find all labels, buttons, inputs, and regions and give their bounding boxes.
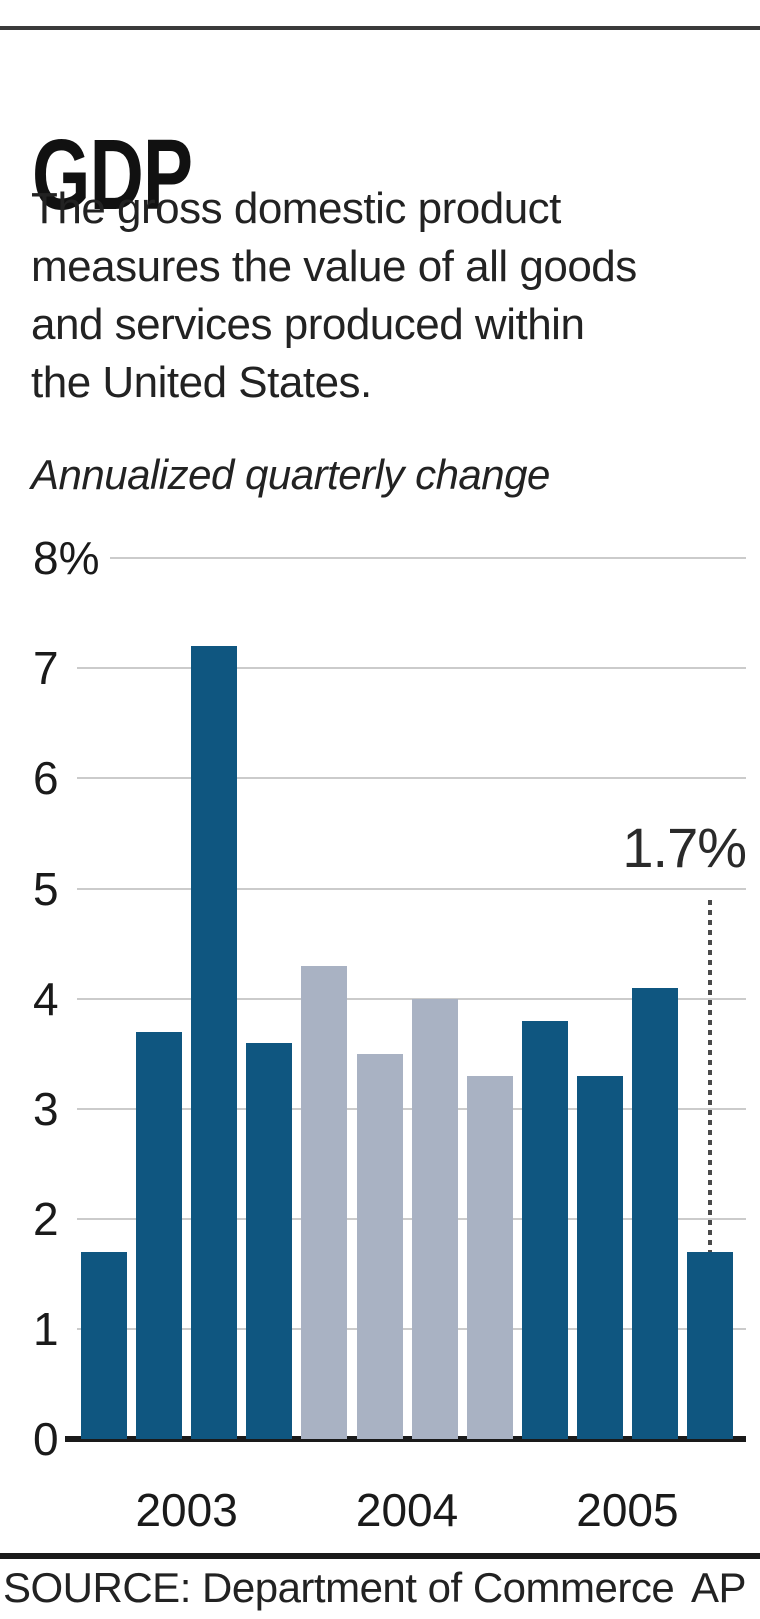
y-axis-tick-label: 7 [33, 642, 59, 695]
bar-quarter-2004 Q4 [466, 1075, 513, 1439]
bar-quarter-2005 Q4 [687, 1251, 734, 1439]
source-text: SOURCE: Department of Commerce [3, 1564, 675, 1611]
y-axis-tick-label: 2 [33, 1192, 59, 1245]
gridline [77, 777, 746, 780]
bar-quarter-2005 Q2 [576, 1075, 623, 1439]
bar-quarter-2005 Q1 [521, 1020, 568, 1439]
last-bar-value-annotation: 1.7% [622, 816, 747, 879]
y-axis-tick-label: 0 [33, 1413, 59, 1465]
bar-quarter-2004 Q2 [356, 1053, 403, 1439]
y-axis-tick-label: 6 [33, 752, 59, 805]
page-title: GDP [32, 119, 193, 231]
top-rule [0, 26, 760, 30]
y-axis-tick-label: 8% [33, 532, 100, 585]
x-axis-year-label: 2005 [576, 1484, 679, 1536]
gridline [77, 1217, 746, 1220]
x-axis-year-label: 2003 [135, 1484, 238, 1536]
gridline [110, 557, 746, 560]
credit-text: AP [690, 1564, 747, 1611]
bar-quarter-2004 Q1 [301, 965, 348, 1439]
y-axis-tick-label: 1 [33, 1302, 59, 1355]
description-line: the United States. [31, 358, 372, 407]
chart-description: The gross domestic product measures the … [31, 180, 637, 412]
gridline [77, 887, 746, 890]
bar-quarter-2003 Q3 [191, 646, 238, 1439]
chart-subtitle: Annualized quarterly change [31, 451, 550, 498]
bar-quarter-2005 Q3 [632, 987, 678, 1439]
description-line: and services produced within [31, 300, 585, 349]
bar-quarter-2003 Q4 [246, 1042, 293, 1439]
description-line: measures the value of all goods [31, 242, 637, 291]
description-line: The gross domestic product [31, 184, 561, 233]
bar-quarter-2004 Q3 [411, 998, 458, 1439]
gridline [77, 997, 746, 1000]
gridline [77, 667, 746, 670]
bottom-rule [0, 1553, 760, 1559]
x-axis-year-label: 2004 [355, 1484, 459, 1536]
y-axis-tick-label: 4 [33, 972, 59, 1025]
x-axis-baseline [65, 1436, 746, 1442]
bar-quarter-2003 Q1 [81, 1251, 127, 1439]
source-row: SOURCE: Department of Commerce AP [3, 1564, 747, 1611]
y-axis-tick-label: 3 [33, 1082, 59, 1135]
gridline [77, 1107, 746, 1110]
annotation-dotted-line [708, 900, 713, 1252]
y-axis-tick-label: 5 [33, 862, 59, 915]
gridline [77, 1327, 746, 1330]
bar-quarter-2003 Q2 [136, 1031, 183, 1439]
